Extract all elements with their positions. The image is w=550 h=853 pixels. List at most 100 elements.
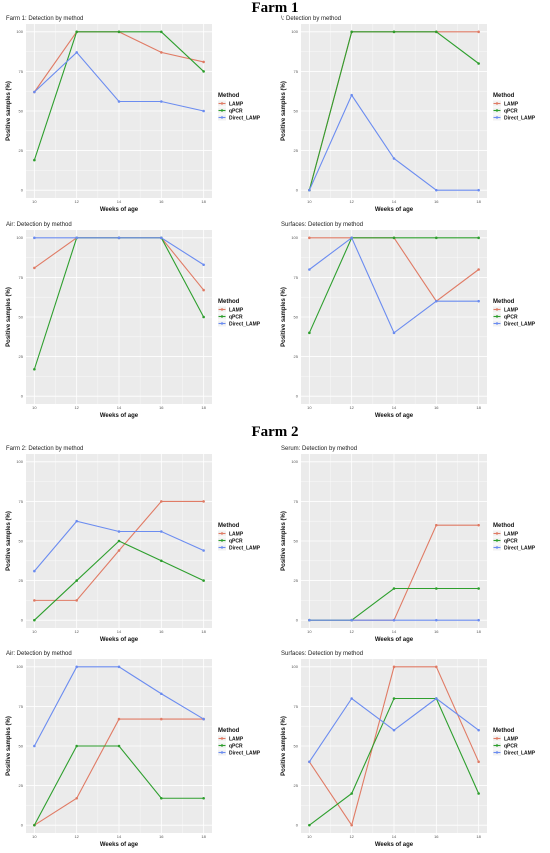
data-point-direct-lamp xyxy=(33,90,36,94)
x-tick-label: 12 xyxy=(349,629,354,634)
legend-key-point xyxy=(495,546,499,549)
data-point-qpcr xyxy=(117,30,121,34)
data-point-qpcr xyxy=(477,587,480,590)
x-tick-label: 16 xyxy=(434,834,439,839)
data-point-qpcr xyxy=(202,579,205,582)
data-point-direct-lamp xyxy=(477,299,480,303)
data-point-qpcr xyxy=(435,587,438,590)
data-point-qpcr xyxy=(308,823,311,827)
y-tick-label: 100 xyxy=(16,29,23,34)
legend-label-lamp: LAMP xyxy=(229,531,244,537)
chart-title: Serum: Detection by method xyxy=(281,446,357,452)
legend-label-qpcr: qPCR xyxy=(504,743,518,749)
data-point-qpcr xyxy=(160,796,163,800)
data-point-direct-lamp xyxy=(435,697,438,700)
data-point-direct-lamp xyxy=(160,236,163,240)
legend-title: Method xyxy=(493,523,515,529)
data-point-lamp xyxy=(392,665,396,669)
chart-farm2-air-detection: Air: Detection by method 0 25 50 75 100 10 12 14… xyxy=(6,651,261,848)
x-tick-label: 18 xyxy=(476,629,481,634)
legend-label-direct-lamp: Direct_LAMP xyxy=(504,545,536,551)
legend-label-qpcr: qPCR xyxy=(504,314,518,320)
x-tick-label: 18 xyxy=(201,405,206,410)
legend-key-point xyxy=(495,109,499,112)
legend-title: Method xyxy=(493,93,515,99)
legend-key-point xyxy=(220,744,224,747)
y-tick-label: 0 xyxy=(21,188,24,193)
x-tick-label: 16 xyxy=(159,834,164,839)
legend-key-point xyxy=(220,532,224,535)
x-axis-label: Weeks of age xyxy=(375,207,414,213)
y-tick-label: 25 xyxy=(19,578,24,583)
y-tick-label: 0 xyxy=(296,823,299,828)
x-tick-label: 18 xyxy=(476,405,481,410)
y-tick-label: 50 xyxy=(294,108,299,113)
data-point-qpcr xyxy=(350,792,353,795)
x-tick-label: 16 xyxy=(434,629,439,634)
data-point-direct-lamp xyxy=(117,665,121,669)
data-point-lamp xyxy=(477,268,480,271)
legend-key-point xyxy=(220,539,224,542)
x-tick-label: 16 xyxy=(159,199,164,204)
y-tick-label: 25 xyxy=(294,354,299,359)
x-axis-label: Weeks of age xyxy=(375,413,414,419)
data-point-direct-lamp xyxy=(202,109,205,113)
data-point-qpcr xyxy=(117,539,121,543)
x-tick-label: 12 xyxy=(74,199,79,204)
y-tick-label: 100 xyxy=(16,664,23,669)
data-point-direct-lamp xyxy=(117,530,121,533)
y-axis-label: Positive samples (%) xyxy=(281,511,287,571)
legend-title: Method xyxy=(218,93,240,99)
data-point-direct-lamp xyxy=(202,717,205,721)
y-tick-label: 0 xyxy=(296,618,299,623)
legend-label-direct-lamp: Direct_LAMP xyxy=(229,750,261,756)
x-tick-label: 14 xyxy=(392,629,397,634)
data-point-direct-lamp xyxy=(202,549,205,552)
legend-key-point xyxy=(220,322,224,325)
data-point-direct-lamp xyxy=(477,618,480,622)
x-tick-label: 10 xyxy=(32,629,37,634)
x-tick-label: 12 xyxy=(74,405,79,410)
legend-label-direct-lamp: Direct_LAMP xyxy=(229,545,261,551)
x-tick-label: 10 xyxy=(307,199,312,204)
y-tick-label: 25 xyxy=(19,354,24,359)
data-point-direct-lamp xyxy=(33,236,36,240)
legend-title: Method xyxy=(493,728,515,734)
y-tick-label: 100 xyxy=(291,459,298,464)
y-axis-label: Positive samples (%) xyxy=(6,81,12,141)
x-tick-label: 16 xyxy=(434,199,439,204)
x-tick-label: 18 xyxy=(476,199,481,204)
data-point-direct-lamp xyxy=(392,618,396,622)
legend-key-point xyxy=(220,751,224,754)
legend-key-point xyxy=(220,116,224,119)
y-tick-label: 25 xyxy=(294,578,299,583)
y-tick-label: 25 xyxy=(294,783,299,788)
y-tick-label: 50 xyxy=(19,538,24,543)
data-point-lamp xyxy=(33,599,36,602)
data-point-qpcr xyxy=(33,618,36,622)
chart-farm1-air-detection: Air: Detection by method 0 25 50 75 100 10 12 14… xyxy=(6,222,261,419)
data-point-qpcr xyxy=(477,236,480,240)
data-point-lamp xyxy=(435,665,438,669)
data-point-qpcr xyxy=(435,30,438,34)
legend-title: Method xyxy=(493,299,515,305)
data-point-lamp xyxy=(160,717,163,721)
legend-key-point xyxy=(495,102,499,105)
legend-label-lamp: LAMP xyxy=(504,531,519,537)
x-tick-label: 14 xyxy=(117,629,122,634)
legend-key-point xyxy=(495,744,499,747)
data-point-qpcr xyxy=(477,62,480,65)
legend-key-point xyxy=(495,116,499,119)
farm1-title: Farm 1 xyxy=(251,0,299,16)
legend-label-qpcr: qPCR xyxy=(504,108,518,114)
x-tick-label: 14 xyxy=(117,405,122,410)
legend-key-point xyxy=(220,109,224,112)
x-tick-label: 10 xyxy=(307,629,312,634)
data-point-qpcr xyxy=(33,823,36,827)
y-axis-label: Positive samples (%) xyxy=(6,716,12,776)
y-tick-label: 100 xyxy=(16,235,23,240)
x-tick-label: 12 xyxy=(74,834,79,839)
legend-key-point xyxy=(495,539,499,542)
chart-farm1-surfaces-detection: Surfaces: Detection by method 0 25 50 75 100 1… xyxy=(281,222,536,419)
x-tick-label: 12 xyxy=(349,834,354,839)
